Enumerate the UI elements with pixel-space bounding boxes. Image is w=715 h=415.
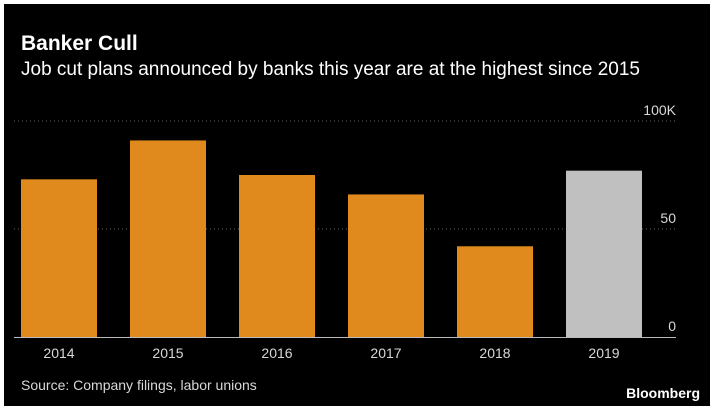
bar-2018: [457, 246, 533, 337]
y-tick-label-0: 0: [668, 318, 676, 334]
y-tick-label-100: 100K: [643, 102, 676, 118]
x-tick-label-2017: 2017: [370, 345, 401, 361]
brand-logo: Bloomberg: [626, 385, 700, 401]
bar-2019: [566, 170, 642, 337]
x-tick-label-2018: 2018: [479, 345, 510, 361]
x-tick-label-2014: 2014: [43, 345, 74, 361]
bar-2015: [130, 140, 206, 337]
source-note: Source: Company filings, labor unions: [21, 377, 257, 393]
bar-2017: [348, 194, 424, 337]
bar-2014: [21, 179, 97, 337]
bar-chart: 2014 2015 2016 2017 2018 2019 0 50 100K: [14, 102, 677, 361]
x-tick-label-2019: 2019: [588, 345, 619, 361]
chart-panel: Banker Cull Job cut plans announced by b…: [4, 4, 710, 406]
x-tick-label-2016: 2016: [261, 345, 292, 361]
y-tick-label-50: 50: [660, 210, 676, 226]
x-tick-label-2015: 2015: [152, 345, 183, 361]
chart-title: Banker Cull: [21, 32, 138, 55]
bar-2016: [239, 175, 315, 337]
chart-subtitle: Job cut plans announced by banks this ye…: [21, 59, 640, 80]
